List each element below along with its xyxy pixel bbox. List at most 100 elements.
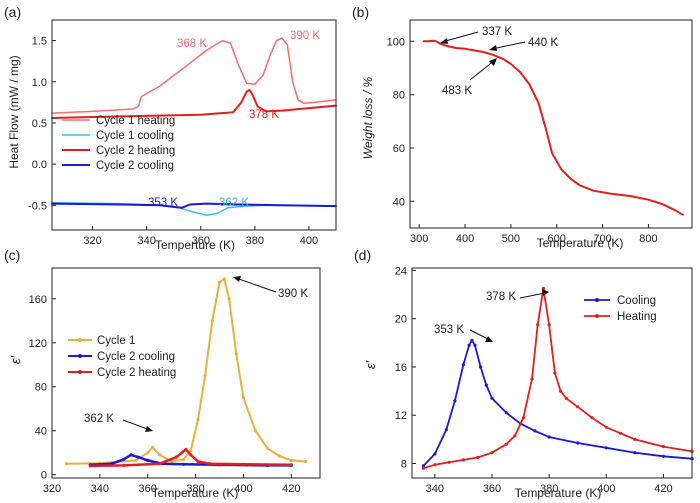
data-point-d-0-5 bbox=[467, 343, 471, 347]
data-point-d-1-7 bbox=[513, 434, 517, 438]
arrowhead-378k bbox=[542, 289, 549, 296]
legend-marker-cycle2-heating bbox=[78, 370, 82, 374]
data-point-c-1-5 bbox=[146, 458, 150, 462]
arrow-378k bbox=[519, 292, 546, 299]
x-tick-label-d-0: 340 bbox=[426, 483, 444, 495]
annotation-353k-d: 353 K bbox=[434, 324, 464, 336]
x-tick-label-d-2: 380 bbox=[540, 483, 558, 495]
data-point-d-1-8 bbox=[521, 416, 526, 420]
data-point-c-0-2 bbox=[134, 458, 138, 462]
arrow-483k bbox=[469, 59, 496, 81]
annotation-362k-c: 362 K bbox=[84, 413, 114, 425]
y-tick-label-c-3: 120 bbox=[29, 338, 47, 350]
data-point-d-0-15 bbox=[576, 441, 580, 445]
panel-c-arrows bbox=[122, 276, 277, 432]
panel-c-xlabel: Temperature (K) bbox=[152, 486, 239, 500]
panel-b-label: (b) bbox=[352, 4, 369, 20]
data-point-d-1-2 bbox=[447, 460, 451, 464]
legend-cycle2-heating-c: Cycle 2 heating bbox=[97, 367, 176, 379]
data-point-d-1-15 bbox=[564, 396, 568, 400]
data-point-c-2-4 bbox=[184, 447, 188, 451]
data-point-d-0-11 bbox=[504, 411, 508, 415]
data-point-d-0-13 bbox=[533, 429, 537, 433]
annotation-378k: 378 K bbox=[249, 109, 279, 121]
panel-a: (a) Heat Flow (mW / mg) Temperture (K) 3… bbox=[4, 4, 337, 252]
data-point-c-2-7 bbox=[208, 462, 212, 466]
series-line-a-3 bbox=[51, 202, 337, 209]
annotation-440k: 440 K bbox=[528, 37, 558, 49]
arrowhead-362k bbox=[145, 426, 153, 432]
data-point-c-2-5 bbox=[189, 453, 193, 457]
data-point-c-0-3 bbox=[146, 451, 150, 455]
data-point-c-0-9 bbox=[196, 418, 200, 422]
x-tick-label-c-4: 400 bbox=[234, 483, 252, 495]
data-point-d-1-21 bbox=[661, 445, 666, 449]
x-tick-label-c-3: 380 bbox=[186, 483, 204, 495]
x-tick-label-b-2: 500 bbox=[502, 233, 520, 245]
data-point-c-0-19 bbox=[277, 454, 281, 458]
data-point-d-0-18 bbox=[661, 454, 666, 458]
y-tick-label-b-1: 60 bbox=[393, 143, 405, 155]
plot-frame-b bbox=[409, 19, 693, 229]
data-point-d-0-8 bbox=[479, 365, 483, 369]
series-line-a-0 bbox=[51, 37, 337, 114]
data-point-c-0-13 bbox=[222, 277, 226, 281]
data-point-d-1-14 bbox=[559, 389, 563, 393]
x-tick-label-b-0: 300 bbox=[410, 233, 428, 245]
data-point-d-0-2 bbox=[444, 428, 448, 432]
data-point-d-1-4 bbox=[476, 455, 480, 460]
data-point-d-0-17 bbox=[633, 451, 637, 455]
panel-d-label: (d) bbox=[354, 247, 371, 263]
y-tick-label-d-0: 8 bbox=[401, 459, 407, 471]
data-point-d-1-18 bbox=[604, 425, 608, 429]
y-tick-label-c-0: 0 bbox=[41, 470, 47, 482]
y-tick-label-a-2: 0.5 bbox=[32, 118, 47, 130]
legend-marker-heating bbox=[595, 314, 599, 318]
arrowhead-440k bbox=[489, 45, 497, 51]
annotation-353k: 353 K bbox=[148, 197, 178, 209]
data-point-d-1-1 bbox=[433, 463, 437, 467]
data-point-c-0-5 bbox=[158, 453, 162, 457]
data-point-c-0-21 bbox=[304, 459, 308, 464]
annotation-362k: 362 K bbox=[219, 197, 249, 209]
x-tick-label-c-0: 320 bbox=[43, 483, 61, 495]
y-tick-label-d-1: 12 bbox=[395, 410, 407, 422]
y-tick-label-b-0: 40 bbox=[393, 196, 405, 208]
arrowhead-483k bbox=[489, 58, 497, 66]
data-point-c-0-12 bbox=[217, 280, 222, 284]
y-tick-label-a-0: -0.5 bbox=[28, 200, 47, 212]
y-tick-label-a-3: 1.0 bbox=[32, 77, 47, 89]
legend-cycle2-cooling-c: Cycle 2 cooling bbox=[97, 351, 175, 363]
panel-b-xlabel: Temperature (K) bbox=[537, 236, 624, 250]
data-point-d-0-16 bbox=[604, 446, 608, 450]
data-point-c-2-8 bbox=[241, 462, 245, 466]
data-point-d-1-0 bbox=[421, 466, 425, 470]
panel-d-legend: Cooling Heating bbox=[584, 295, 657, 323]
legend-cooling: Cooling bbox=[617, 295, 656, 307]
panel-b: (b) Weight loss / % Temperature (K) 300 4… bbox=[352, 4, 693, 250]
panel-d-ylabel: ε′ bbox=[363, 360, 378, 369]
data-point-d-1-20 bbox=[633, 437, 637, 441]
data-point-c-1-2 bbox=[122, 457, 126, 461]
y-tick-label-b-3: 100 bbox=[387, 36, 405, 48]
annotation-368k: 368 K bbox=[177, 38, 207, 50]
data-point-c-0-20 bbox=[289, 458, 293, 462]
x-tick-label-c-1: 340 bbox=[91, 483, 109, 495]
x-tick-label-c-5: 420 bbox=[282, 483, 300, 495]
plot-frame-d bbox=[411, 267, 693, 479]
x-tick-label-d-1: 360 bbox=[483, 483, 501, 495]
panel-c-label: (c) bbox=[4, 247, 20, 263]
x-tick-label-d-3: 400 bbox=[597, 483, 615, 495]
data-point-d-1-12 bbox=[547, 323, 551, 327]
data-point-d-1-9 bbox=[530, 377, 534, 381]
data-point-c-0-11 bbox=[210, 319, 214, 323]
x-tick-label-b-4: 700 bbox=[593, 233, 611, 245]
data-point-d-1-16 bbox=[576, 405, 580, 409]
panel-c-series bbox=[64, 277, 308, 468]
data-point-c-2-6 bbox=[196, 459, 200, 464]
series-line-a-2 bbox=[51, 89, 337, 119]
arrow-337k bbox=[441, 31, 479, 43]
y-tick-label-c-1: 40 bbox=[35, 426, 47, 438]
x-tick-label-a-3: 380 bbox=[246, 235, 264, 247]
